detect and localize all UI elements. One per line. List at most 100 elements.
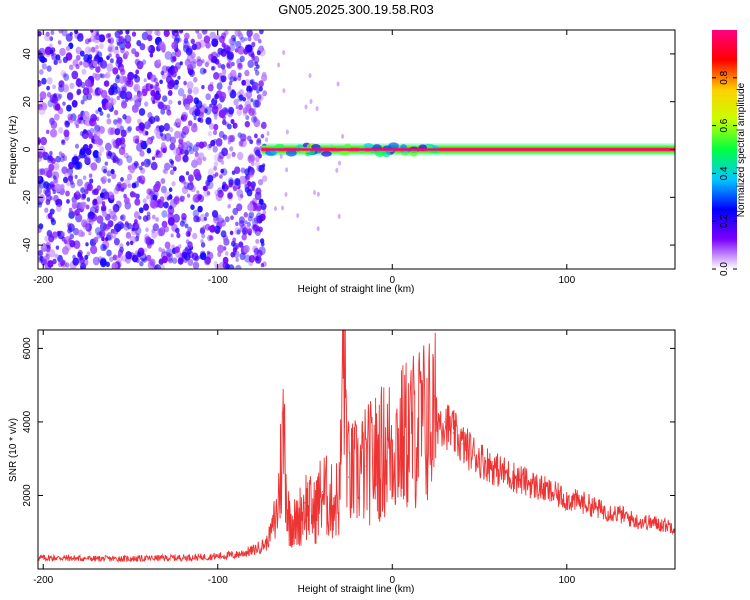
heatmap-noise-cell bbox=[248, 155, 253, 161]
heatmap-noise-cell bbox=[157, 198, 161, 204]
heatmap-noise-cell bbox=[222, 119, 227, 126]
heatmap-noise-cell bbox=[254, 160, 261, 168]
heatmap-noise-cell bbox=[38, 103, 43, 111]
heatmap-noise-cell bbox=[100, 60, 108, 69]
heatmap-noise-cell bbox=[131, 31, 137, 37]
heatmap-noise-cell bbox=[229, 76, 235, 83]
heatmap-noise-cell bbox=[212, 129, 218, 136]
heatmap-noise-cell bbox=[46, 248, 50, 253]
snr-ylabel: SNR (10 * v/v) bbox=[8, 418, 19, 482]
snr-point bbox=[444, 421, 446, 423]
heatmap-noise-cell bbox=[66, 104, 72, 112]
heatmap-speckle bbox=[315, 106, 319, 112]
heatmap-noise-cell bbox=[60, 184, 65, 190]
heatmap-noise-cell bbox=[164, 51, 172, 60]
heatmap-noise-cell bbox=[158, 41, 166, 50]
heatmap-noise-cell bbox=[247, 203, 254, 212]
heatmap-noise-cell bbox=[201, 85, 205, 90]
heatmap-speckle bbox=[308, 73, 312, 79]
heatmap-speckle bbox=[285, 129, 289, 135]
heatmap-noise-cell bbox=[139, 139, 144, 145]
heatmap-noise-cell bbox=[80, 187, 85, 194]
heatmap-noise-cell bbox=[186, 81, 194, 90]
heatmap-noise-cell bbox=[61, 139, 65, 144]
heatmap-noise-cell bbox=[86, 251, 91, 257]
heatmap-noise-cell bbox=[187, 182, 194, 191]
heatmap-speckle bbox=[313, 190, 316, 195]
heatmap-noise-cell bbox=[227, 264, 235, 269]
heatmap-noise-cell bbox=[191, 110, 198, 118]
heatmap-noise-cell bbox=[234, 166, 241, 174]
heatmap-noise-cell bbox=[77, 155, 81, 160]
heatmap-noise-cell bbox=[233, 77, 237, 82]
heatmap-noise-cell bbox=[40, 244, 47, 252]
heatmap-noise-cell bbox=[58, 84, 65, 93]
heatmap-noise-cell bbox=[52, 175, 57, 180]
heatmap-noise-cell bbox=[183, 80, 187, 86]
heatmap-noise-cell bbox=[194, 151, 199, 157]
heatmap-xtick-label: 100 bbox=[558, 275, 575, 286]
heatmap-noise-cell bbox=[79, 61, 83, 66]
heatmap-noise-cell bbox=[124, 221, 129, 228]
heatmap-speckle bbox=[282, 50, 286, 56]
heatmap-noise-cell bbox=[198, 111, 204, 119]
heatmap-noise-cell bbox=[182, 97, 187, 103]
heatmap-noise-cell bbox=[46, 154, 54, 164]
signal-blob bbox=[363, 142, 374, 149]
heatmap-noise-cell bbox=[157, 264, 165, 269]
heatmap-noise-cell bbox=[251, 161, 255, 167]
heatmap-noise-cell bbox=[38, 175, 42, 182]
heatmap-noise-cell bbox=[156, 90, 160, 95]
snr-point bbox=[478, 458, 481, 460]
heatmap-noise-cell bbox=[201, 233, 206, 239]
heatmap-noise-cell bbox=[152, 223, 159, 232]
heatmap-ytick-label: -40 bbox=[22, 237, 33, 252]
heatmap-noise-cell bbox=[54, 253, 59, 259]
heatmap-noise-cell bbox=[258, 198, 264, 205]
heatmap-noise-cell bbox=[237, 30, 242, 37]
heatmap-noise-cell bbox=[101, 204, 107, 212]
heatmap-noise-cell bbox=[215, 192, 223, 202]
heatmap-noise-cell bbox=[260, 263, 265, 268]
heatmap-noise-cell bbox=[62, 72, 67, 78]
heatmap-noise-cell bbox=[154, 127, 160, 135]
heatmap-noise-cell bbox=[239, 133, 247, 142]
snr-point bbox=[266, 542, 268, 544]
heatmap-noise-cell bbox=[58, 127, 64, 134]
heatmap-noise-cell bbox=[149, 200, 157, 209]
heatmap-noise-cell bbox=[240, 167, 246, 174]
snr-xlabel: Height of straight line (km) bbox=[298, 584, 415, 595]
snr-point bbox=[94, 558, 97, 560]
heatmap-noise-cell bbox=[90, 30, 94, 33]
heatmap-noise-cell bbox=[258, 246, 266, 256]
heatmap-noise-cell bbox=[123, 222, 130, 231]
heatmap-noise-cell bbox=[146, 254, 152, 262]
heatmap-noise-cell bbox=[154, 264, 162, 269]
heatmap-noise-cell bbox=[106, 249, 112, 257]
heatmap-noise-cell bbox=[214, 189, 220, 197]
heatmap-noise-cell bbox=[46, 77, 53, 85]
heatmap-noise-cell bbox=[93, 129, 98, 134]
heatmap-noise-cell bbox=[146, 45, 152, 52]
heatmap-noise-cell bbox=[116, 95, 121, 101]
heatmap-noise-cell bbox=[169, 169, 175, 176]
heatmap-noise-cell bbox=[52, 189, 56, 195]
heatmap-noise-cell bbox=[139, 261, 144, 267]
heatmap-noise-cell bbox=[122, 114, 127, 120]
heatmap-noise-cell bbox=[99, 110, 104, 116]
heatmap-noise-cell bbox=[50, 217, 55, 223]
snr-point bbox=[252, 550, 254, 552]
heatmap-noise-cell bbox=[79, 50, 85, 57]
heatmap-noise-cell bbox=[215, 228, 220, 235]
heatmap-noise-cell bbox=[192, 86, 199, 95]
heatmap-noise-cell bbox=[180, 114, 188, 122]
heatmap-noise-cell bbox=[128, 164, 135, 174]
heatmap-noise-cell bbox=[65, 45, 71, 52]
heatmap-noise-cell bbox=[115, 183, 122, 192]
heatmap-noise-cell bbox=[197, 152, 205, 161]
heatmap-noise-cell bbox=[170, 233, 174, 238]
heatmap-noise-cell bbox=[192, 58, 197, 64]
heatmap-noise-cell bbox=[236, 229, 241, 235]
